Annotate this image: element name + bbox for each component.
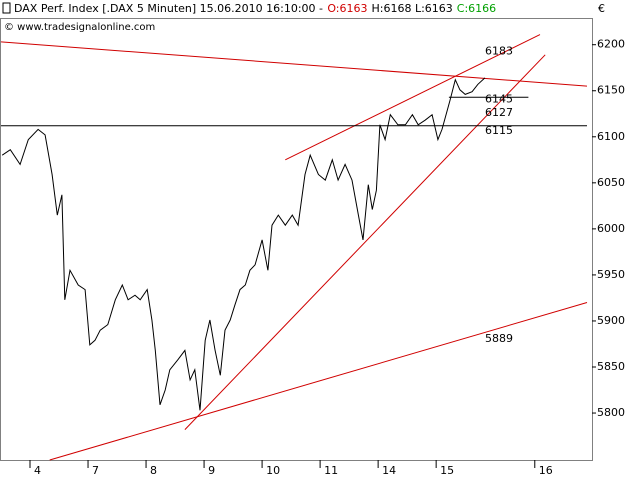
y-unit: € <box>598 2 605 15</box>
ohlc-part: H:6168 L:6163 <box>371 2 452 15</box>
annotation: 5889 <box>485 332 513 345</box>
x-tick-label: 9 <box>208 464 215 477</box>
y-tick-label: 6200 <box>597 38 625 51</box>
trendline <box>0 41 588 87</box>
annotation: 6127 <box>485 106 513 119</box>
ohlc-part: C:6166 <box>457 2 496 15</box>
ohlc-part: O:6163 <box>327 2 367 15</box>
x-tick-label: 8 <box>150 464 157 477</box>
x-tick-label: 7 <box>92 464 99 477</box>
trendline <box>184 54 546 430</box>
icon <box>2 2 11 14</box>
chart-title: DAX Perf. Index [.DAX 5 Minuten] 15.06.2… <box>14 2 496 15</box>
y-tick-label: 5800 <box>597 406 625 419</box>
x-tick-label: 16 <box>539 464 553 477</box>
y-tick-label: 5850 <box>597 360 625 373</box>
x-tick-label: 15 <box>440 464 454 477</box>
trendline <box>285 34 541 161</box>
plot-frame <box>0 18 593 461</box>
y-tick-label: 6150 <box>597 84 625 97</box>
annotation: 6183 <box>485 44 513 57</box>
annotation: 6115 <box>485 124 513 137</box>
annotation: 6145 <box>485 92 513 105</box>
y-tick-label: 5950 <box>597 268 625 281</box>
x-tick-label: 14 <box>382 464 396 477</box>
watermark: © www.tradesignalonline.com <box>4 22 155 33</box>
y-tick-label: 5900 <box>597 314 625 327</box>
title-text: DAX Perf. Index [.DAX 5 Minuten] 15.06.2… <box>14 2 323 15</box>
x-tick-label: 10 <box>266 464 280 477</box>
x-tick-label: 4 <box>34 464 41 477</box>
x-tick-label: 11 <box>324 464 338 477</box>
y-tick-label: 6050 <box>597 176 625 189</box>
trendline <box>49 302 588 461</box>
y-tick-label: 6100 <box>597 130 625 143</box>
ohlc: O:6163 H:6168 L:6163 C:6166 <box>327 2 496 15</box>
price-line <box>1 77 486 411</box>
y-tick-label: 6000 <box>597 222 625 235</box>
